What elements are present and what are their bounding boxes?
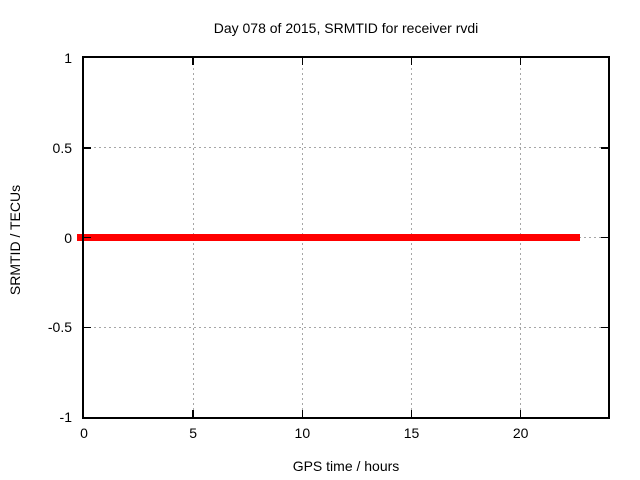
- x-tick-label: 15: [403, 425, 420, 441]
- x-tick-mark: [410, 410, 413, 417]
- y-tick-mark: [84, 147, 91, 149]
- plot-area: [77, 56, 610, 419]
- x-tick-label: 5: [189, 425, 198, 441]
- y-tick-label: -1: [59, 409, 72, 425]
- chart-title: Day 078 of 2015, SRMTID for receiver rvd…: [213, 20, 479, 36]
- x-tick-mark-top: [519, 58, 522, 65]
- data-series-line: [77, 234, 580, 241]
- y-tick-label: 0.5: [52, 139, 72, 156]
- x-tick-label: 10: [294, 425, 311, 441]
- x-tick-label: 20: [512, 425, 529, 441]
- x-tick-mark: [519, 410, 522, 417]
- y-tick-label: -0.5: [47, 319, 72, 336]
- y-tick-mark-right: [601, 147, 608, 149]
- y-tick-label: 0: [64, 229, 72, 246]
- horizontal-gridline: [84, 147, 608, 149]
- y-tick-mark-right: [601, 236, 608, 239]
- x-tick-mark-top: [410, 58, 413, 65]
- x-tick-mark: [192, 410, 194, 417]
- x-axis-label: GPS time / hours: [292, 458, 400, 474]
- horizontal-gridline: [84, 326, 608, 328]
- x-tick-label: 0: [80, 425, 88, 441]
- y-tick-mark: [84, 236, 91, 239]
- x-tick-mark: [301, 410, 304, 417]
- x-tick-mark-top: [192, 58, 194, 65]
- plot-border: [82, 56, 610, 419]
- x-tick-mark-top: [301, 58, 304, 65]
- plot-inner: [77, 58, 608, 417]
- y-tick-mark-right: [601, 326, 608, 328]
- y-tick-label: 1: [64, 50, 72, 66]
- y-tick-mark: [84, 326, 91, 328]
